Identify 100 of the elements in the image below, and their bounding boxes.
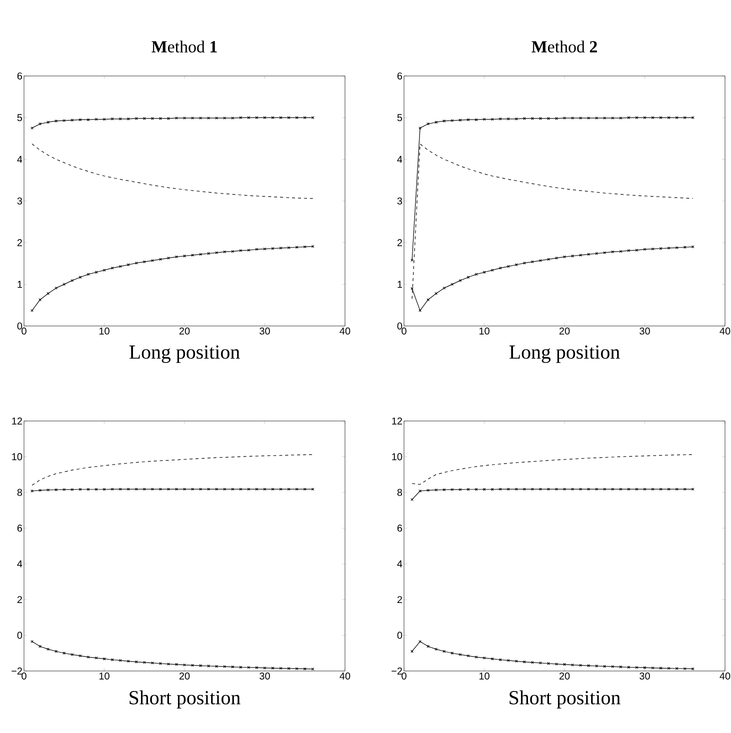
point	[54, 120, 58, 122]
point	[426, 298, 430, 302]
point	[627, 249, 630, 252]
point	[142, 661, 146, 664]
point	[434, 648, 438, 651]
point	[675, 667, 678, 670]
point	[514, 263, 518, 266]
point	[78, 276, 82, 279]
point	[530, 260, 534, 264]
y-tick-label: 1	[398, 280, 402, 288]
point	[458, 653, 462, 656]
y-tick-label: 3	[17, 197, 22, 205]
x-axis-title: Short position	[510, 690, 620, 708]
point	[263, 247, 266, 250]
x-tick-label: 10	[479, 672, 490, 680]
point	[134, 262, 138, 264]
point	[619, 116, 622, 120]
point	[94, 656, 98, 660]
point	[54, 488, 58, 492]
point	[271, 247, 274, 250]
point	[555, 488, 558, 491]
line-series	[412, 454, 694, 485]
point	[498, 658, 502, 662]
point	[683, 246, 686, 249]
point	[223, 250, 226, 254]
point	[474, 272, 478, 276]
point	[587, 664, 590, 668]
point	[643, 666, 646, 670]
y-tick-label: 0	[17, 322, 22, 330]
y-tick-label: 2	[17, 239, 22, 246]
point	[539, 488, 542, 491]
point	[587, 252, 590, 256]
point	[643, 116, 646, 120]
x-axis-title: Long position	[129, 345, 240, 363]
y-tick-label: 2	[397, 239, 402, 246]
y-tick-label: 2	[397, 596, 402, 604]
point	[675, 488, 678, 491]
point	[474, 656, 478, 658]
point	[450, 488, 454, 491]
point	[482, 656, 486, 660]
point	[482, 118, 486, 121]
x-tick-label: 20	[179, 672, 190, 680]
point	[498, 266, 502, 270]
y-tick-label: 5	[17, 114, 22, 122]
point	[579, 254, 582, 257]
point	[442, 120, 446, 122]
point	[199, 488, 202, 491]
point	[102, 268, 106, 272]
x-axis-title: Long position	[509, 345, 620, 363]
point	[651, 247, 654, 250]
chart-title: Method 1	[152, 40, 217, 52]
point	[611, 665, 614, 668]
y-tick-label: 1	[18, 280, 22, 288]
point	[86, 656, 90, 658]
point	[571, 664, 574, 666]
point	[175, 255, 178, 258]
point	[498, 117, 502, 120]
point	[231, 116, 234, 120]
point	[563, 488, 566, 491]
point	[683, 667, 686, 670]
point	[159, 258, 162, 261]
point	[78, 118, 82, 122]
point	[118, 117, 122, 120]
point	[514, 488, 518, 491]
y-tick-label: 6	[17, 72, 22, 80]
point	[611, 116, 614, 120]
point	[207, 252, 210, 255]
x-tick-label: 30	[640, 328, 650, 335]
point	[571, 488, 574, 491]
point	[595, 664, 598, 668]
point	[426, 644, 430, 648]
point	[263, 666, 266, 670]
point	[142, 260, 146, 264]
point	[70, 488, 74, 491]
point	[579, 488, 582, 491]
point	[110, 117, 114, 120]
point	[134, 488, 138, 491]
point	[167, 488, 170, 491]
point	[207, 488, 210, 491]
point	[627, 116, 630, 120]
point	[223, 665, 226, 668]
point	[530, 117, 534, 120]
point	[522, 262, 526, 264]
point	[563, 116, 566, 120]
point	[255, 666, 258, 670]
point	[643, 248, 646, 251]
y-tick-label: 6	[397, 72, 402, 80]
point	[38, 298, 42, 302]
point	[62, 119, 66, 122]
point	[159, 117, 162, 120]
point	[667, 488, 670, 491]
point	[287, 667, 290, 670]
point	[303, 245, 306, 248]
y-tick-label: 4	[397, 560, 402, 568]
point	[134, 117, 138, 120]
point	[207, 664, 210, 668]
point	[239, 666, 242, 669]
y-tick-label: 8	[17, 488, 22, 496]
point	[175, 488, 178, 491]
point	[62, 282, 66, 286]
